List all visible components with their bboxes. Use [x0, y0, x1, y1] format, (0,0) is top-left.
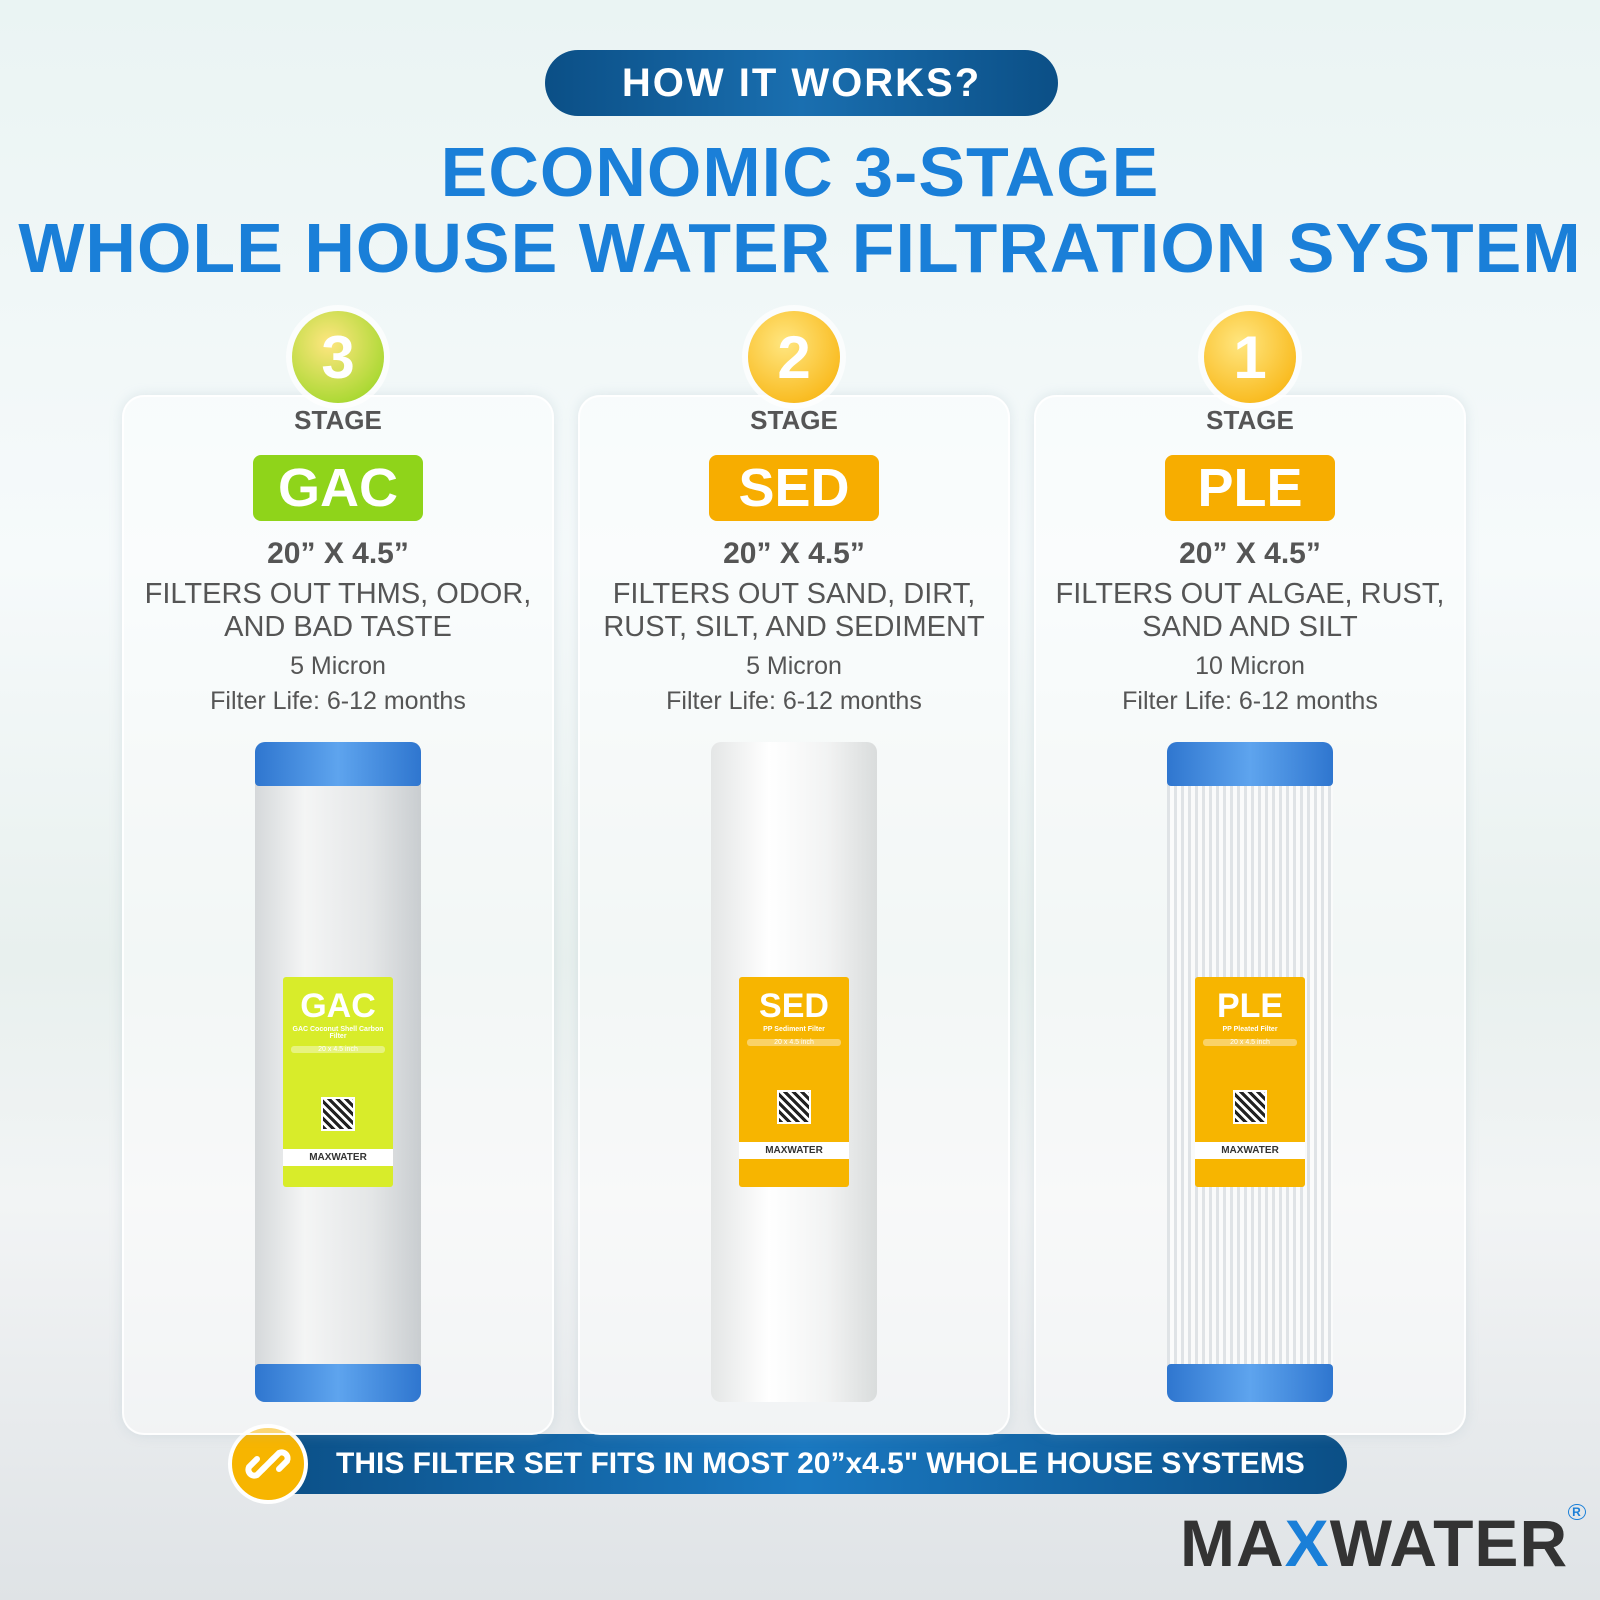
badge: HOW IT WORKS?: [545, 50, 1058, 116]
stage-code: PLE: [1165, 455, 1335, 521]
stage-label: STAGE: [294, 405, 382, 435]
stage-number: 3: [292, 311, 384, 403]
filter-size: 20” X 4.5”: [1179, 537, 1321, 570]
footer-banner: THIS FILTER SET FITS IN MOST 20”x4.5" WH…: [262, 1434, 1347, 1494]
cap: [255, 1364, 421, 1402]
product-subtitle: PP Pleated Filter: [1222, 1026, 1278, 1033]
product-subtitle: GAC Coconut Shell Carbon Filter: [292, 1026, 384, 1040]
stage-number: 2: [748, 311, 840, 403]
product-dims: 20 x 4.5 inch: [747, 1039, 841, 1046]
description-line: SAND AND SILT: [1142, 611, 1358, 643]
stage-code: SED: [709, 455, 879, 521]
description-line: RUST, SILT, AND SEDIMENT: [603, 611, 985, 643]
micron: 5 Micron: [746, 652, 842, 680]
product-name: SED: [759, 987, 829, 1025]
cartridge: SED PP Sediment Filter 20 x 4.5 inch MAXWAT…: [711, 742, 877, 1402]
stage-code: GAC: [253, 455, 423, 521]
qr-code: [777, 1090, 811, 1124]
filter-size: 20” X 4.5”: [723, 537, 865, 570]
stage-number: 1: [1204, 311, 1296, 403]
micron: 5 Micron: [290, 652, 386, 680]
logo: MAXWATER R: [1180, 1504, 1586, 1581]
registered-mark: R: [1568, 1504, 1586, 1520]
description-line: FILTERS OUT THMS, ODOR,: [144, 578, 532, 610]
filter-life: Filter Life: 6-12 months: [666, 687, 922, 715]
stage-label: STAGE: [750, 405, 838, 435]
description-line: FILTERS OUT ALGAE, RUST,: [1055, 578, 1445, 610]
link-icon: [228, 1424, 308, 1504]
title-line: WHOLE HOUSE WATER FILTRATION SYSTEM: [18, 209, 1582, 287]
stage-label: STAGE: [1206, 405, 1294, 435]
product-brand: MAXWATER: [283, 1149, 393, 1166]
description-line: FILTERS OUT SAND, DIRT,: [612, 578, 976, 610]
cap: [1167, 1364, 1333, 1402]
title-line: ECONOMIC 3-STAGE: [440, 133, 1160, 211]
cap: [1167, 742, 1333, 786]
cartridge: PLE PP Pleated Filter 20 x 4.5 inch MAXWATE…: [1167, 742, 1333, 1402]
product-label: GAC GAC Coconut Shell Carbon Filter 20 x 4…: [283, 977, 393, 1187]
product-label: SED PP Sediment Filter 20 x 4.5 inch MAXWAT…: [739, 977, 849, 1187]
product-dims: 20 x 4.5 inch: [291, 1046, 385, 1053]
cap: [255, 742, 421, 786]
qr-code: [1233, 1090, 1267, 1124]
cartridge: GAC GAC Coconut Shell Carbon Filter 20 x 4…: [255, 742, 421, 1402]
description-line: AND BAD TASTE: [224, 611, 452, 643]
product-brand: MAXWATER: [1195, 1142, 1305, 1159]
logo-part: WATER: [1329, 1506, 1569, 1580]
product-name: PLE: [1216, 987, 1284, 1025]
filter-size: 20” X 4.5”: [267, 537, 409, 570]
product-brand: MAXWATER: [739, 1142, 849, 1159]
product-dims: 20 x 4.5 inch: [1203, 1039, 1297, 1046]
link-glyph: [245, 1449, 291, 1479]
qr-code: [321, 1097, 355, 1131]
logo-part: X: [1284, 1506, 1330, 1580]
filter-life: Filter Life: 6-12 months: [210, 687, 466, 715]
product-name: GAC: [300, 987, 376, 1025]
filter-life: Filter Life: 6-12 months: [1122, 687, 1378, 715]
micron: 10 Micron: [1195, 652, 1305, 680]
logo-part: MA: [1180, 1506, 1285, 1580]
product-subtitle: PP Sediment Filter: [763, 1026, 825, 1033]
product-label: PLE PP Pleated Filter 20 x 4.5 inch MAXWATE…: [1195, 977, 1305, 1187]
